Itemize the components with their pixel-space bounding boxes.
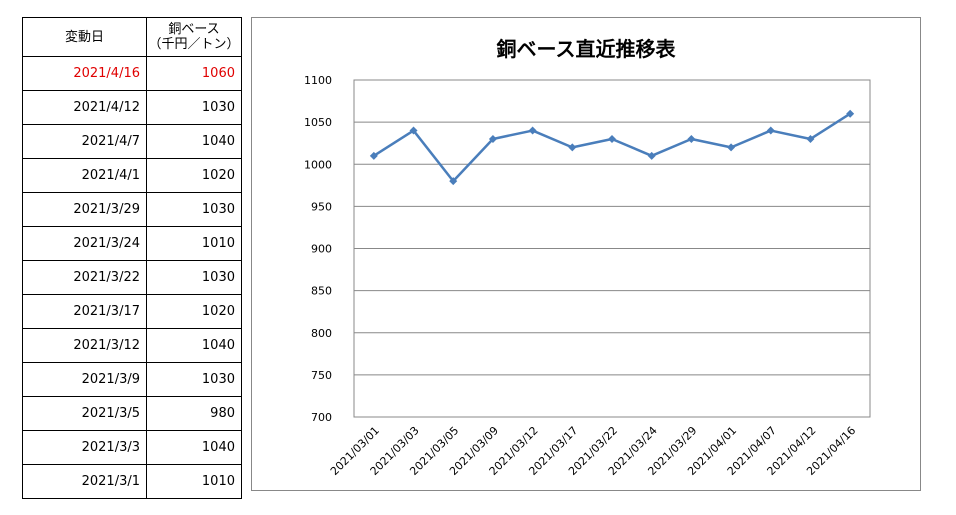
row-value: 1040: [146, 328, 242, 363]
row-value: 980: [146, 396, 242, 431]
row-value: 1020: [146, 158, 242, 193]
header-value: 銅ベース （千円／トン）: [146, 17, 242, 57]
table-row: 2021/3/24 1010: [22, 226, 242, 261]
table-row: 2021/4/1 1020: [22, 158, 242, 193]
y-tick-label: 700: [311, 411, 332, 424]
copper-base-table: 変動日 銅ベース （千円／トン） 2021/4/16 1060 2021/4/12 1…: [22, 17, 242, 499]
y-tick-label: 1000: [304, 158, 332, 171]
header-value-line2: （千円／トン）: [148, 37, 240, 52]
row-date: 2021/3/5: [22, 396, 147, 431]
data-point: [806, 134, 815, 143]
line-chart: 銅ベース直近推移表 700 750 800 850 900 950 1000 1050 1100…: [304, 37, 871, 478]
data-point: [449, 177, 458, 186]
row-date: 2021/3/29: [22, 192, 147, 227]
data-point: [369, 151, 378, 160]
data-point: [488, 134, 497, 143]
data-point: [528, 126, 537, 135]
row-date: 2021/3/12: [22, 328, 147, 363]
table-header-row: 変動日 銅ベース （千円／トン）: [22, 17, 242, 57]
data-point: [727, 143, 736, 152]
row-date: 2021/3/3: [22, 430, 147, 465]
row-value: 1020: [146, 294, 242, 329]
table-row: 2021/3/17 1020: [22, 294, 242, 329]
table-row: 2021/4/12 1030: [22, 90, 242, 125]
data-point: [568, 143, 577, 152]
table-row: 2021/3/9 1030: [22, 362, 242, 397]
row-date: 2021/3/24: [22, 226, 147, 261]
row-date: 2021/4/12: [22, 90, 147, 125]
row-date: 2021/3/17: [22, 294, 147, 329]
row-value: 1010: [146, 226, 242, 261]
y-tick-label: 950: [311, 200, 332, 213]
data-point: [766, 126, 775, 135]
data-point: [687, 134, 696, 143]
table-row: 2021/3/12 1040: [22, 328, 242, 363]
table-row: 2021/3/22 1030: [22, 260, 242, 295]
header-date: 変動日: [22, 17, 147, 57]
table-row: 2021/3/29 1030: [22, 192, 242, 227]
row-value: 1060: [146, 56, 242, 91]
y-tick-label: 1100: [304, 74, 332, 87]
row-value: 1040: [146, 430, 242, 465]
row-value: 1030: [146, 362, 242, 397]
y-tick-label: 900: [311, 243, 332, 256]
table-row: 2021/4/7 1040: [22, 124, 242, 159]
row-value: 1030: [146, 192, 242, 227]
row-value: 1030: [146, 260, 242, 295]
y-tick-label: 800: [311, 327, 332, 340]
chart-area: 銅ベース直近推移表 700 750 800 850 900 950 1000 1050 1100…: [251, 17, 921, 491]
data-point: [409, 126, 418, 135]
y-tick-label: 850: [311, 285, 332, 298]
row-date: 2021/4/1: [22, 158, 147, 193]
row-date: 2021/3/22: [22, 260, 147, 295]
row-date: 2021/4/16: [22, 56, 147, 91]
row-date: 2021/3/9: [22, 362, 147, 397]
row-date: 2021/4/7: [22, 124, 147, 159]
row-value: 1030: [146, 90, 242, 125]
table-row: 2021/3/1 1010: [22, 464, 242, 499]
table-row: 2021/3/3 1040: [22, 430, 242, 465]
row-date: 2021/3/1: [22, 464, 147, 499]
row-value: 1040: [146, 124, 242, 159]
chart-title: 銅ベース直近推移表: [497, 37, 677, 61]
table-row: 2021/4/16 1060: [22, 56, 242, 91]
table-row: 2021/3/5 980: [22, 396, 242, 431]
series-line: [373, 112, 851, 183]
data-point: [647, 151, 656, 160]
data-point: [608, 134, 616, 143]
y-tick-label: 750: [311, 369, 332, 382]
row-value: 1010: [146, 464, 242, 499]
header-value-line1: 銅ベース: [168, 22, 220, 37]
data-point: [846, 109, 855, 118]
y-tick-label: 1050: [304, 116, 332, 129]
